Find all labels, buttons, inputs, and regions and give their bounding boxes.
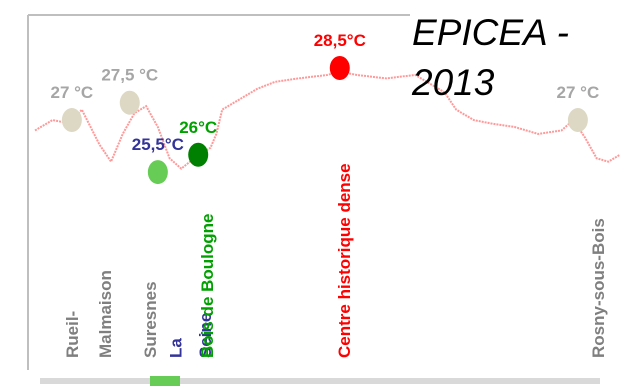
chart-title: EPICEA - 2013 xyxy=(412,8,612,108)
place-label: Rueil- xyxy=(63,311,82,358)
place-label: Centre historique dense xyxy=(335,163,354,358)
temperature-marker xyxy=(120,91,140,115)
place-label: La xyxy=(166,338,185,358)
temperature-marker xyxy=(568,108,588,132)
marker-label: 26°C xyxy=(179,118,217,137)
temperature-marker xyxy=(330,56,350,80)
place-label: Rosny-sous-Bois xyxy=(589,218,608,358)
marker-label: 25,5°C xyxy=(132,135,184,154)
temperature-marker xyxy=(188,143,208,167)
temperature-marker xyxy=(148,160,168,184)
marker-label: 27 °C xyxy=(50,83,93,102)
legend-strip xyxy=(40,376,600,386)
page: {"chart_data": {"type": "line", "title":… xyxy=(0,0,636,389)
marker-label: 27,5 °C xyxy=(101,66,158,85)
place-label: Suresnes xyxy=(141,281,160,358)
marker-label: 28,5°C xyxy=(314,31,366,50)
temperature-marker xyxy=(62,108,82,132)
place-label: Bois de Boulogne xyxy=(198,214,217,359)
place-label: Malmaison xyxy=(96,270,115,358)
